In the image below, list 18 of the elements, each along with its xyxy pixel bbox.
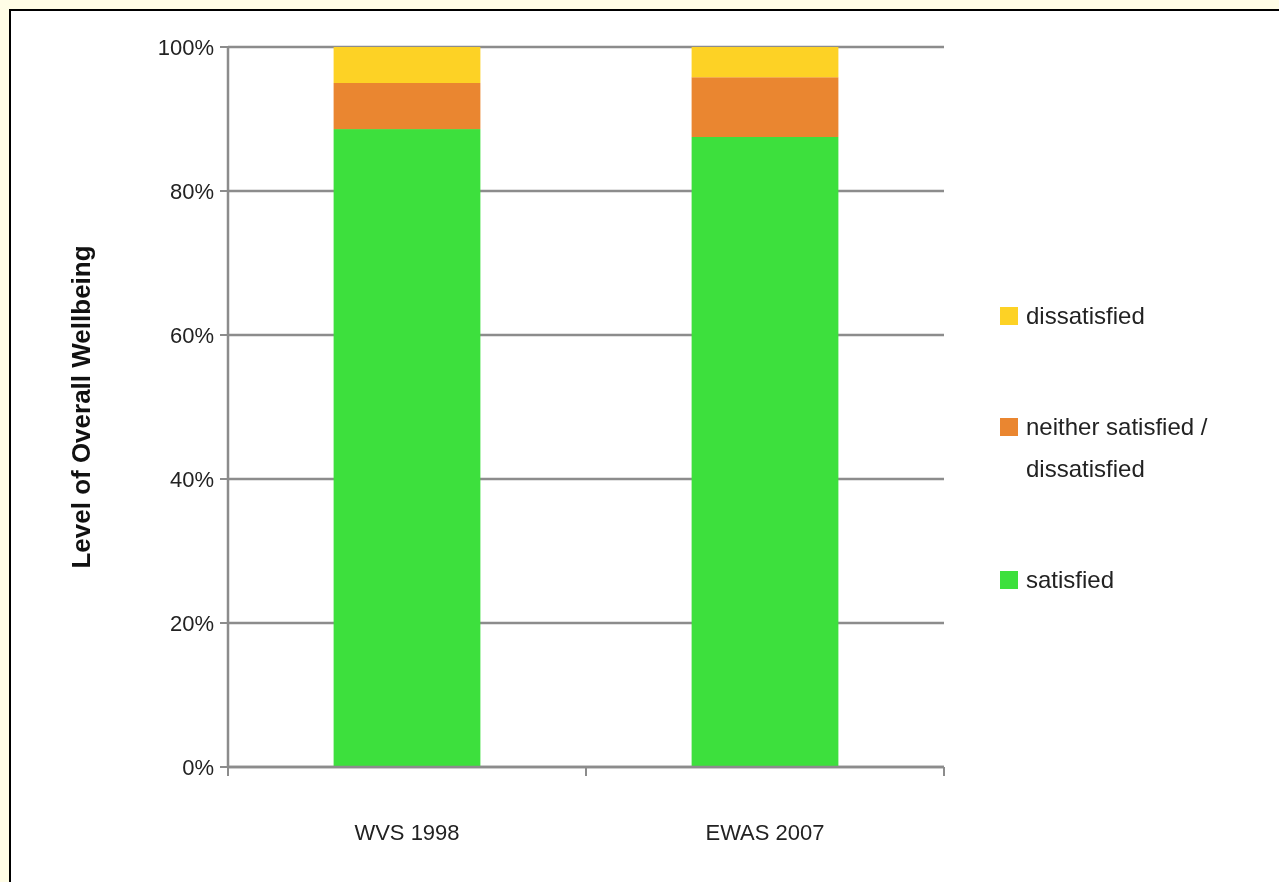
- legend-label: dissatisfied: [1026, 302, 1145, 330]
- bar: [691, 137, 839, 767]
- bar: [333, 83, 481, 130]
- y-tick-label: 100%: [157, 34, 214, 60]
- y-tick-label: 20%: [169, 610, 214, 636]
- y-tick-label: 80%: [169, 178, 214, 204]
- bar: [333, 47, 481, 83]
- x-tick-label: WVS 1998: [354, 819, 460, 845]
- y-axis-title: Level of Overall Wellbeing: [66, 245, 96, 569]
- bar: [333, 129, 481, 767]
- y-tick-label: 40%: [169, 466, 214, 492]
- legend-label: neither satisfied / dissatisfied: [1026, 413, 1208, 483]
- y-tick-label: 0%: [182, 754, 214, 780]
- y-tick-label: 60%: [169, 322, 214, 348]
- legend-label: satisfied: [1026, 566, 1115, 594]
- x-tick-label: EWAS 2007: [705, 819, 825, 845]
- bar: [691, 47, 839, 78]
- bar: [691, 77, 839, 137]
